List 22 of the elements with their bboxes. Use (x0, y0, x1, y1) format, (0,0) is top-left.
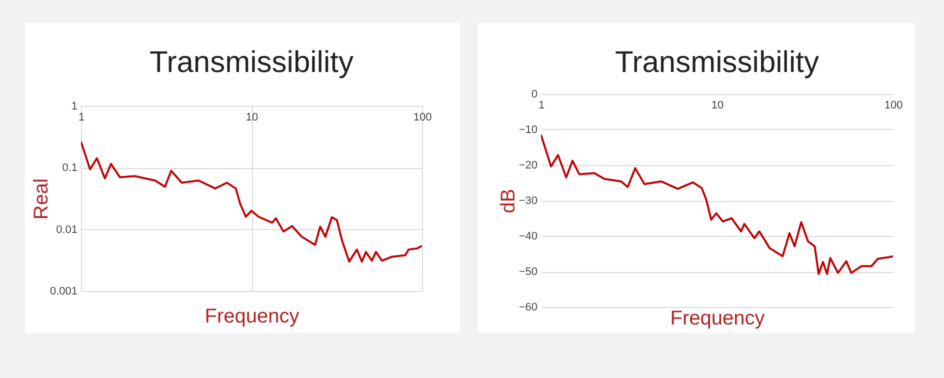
x-tick-label: 10 (711, 100, 724, 112)
y-axis-title: dB (498, 188, 520, 214)
x-tick-label: 100 (413, 112, 432, 124)
x-tick-label: 1 (538, 100, 545, 112)
chart-title: Transmissibility (615, 46, 819, 79)
y-tick-label: 0.1 (62, 162, 78, 174)
y-tick-label: −10 (518, 124, 538, 136)
y-tick-label: 0 (531, 88, 538, 100)
x-tick-label: 100 (884, 100, 903, 112)
y-tick-label: −20 (518, 160, 538, 172)
y-tick-label: 0.01 (56, 224, 78, 236)
y-tick-label: 0.001 (50, 286, 78, 298)
chart-title: Transmissibility (150, 46, 354, 79)
x-tick-label: 10 (246, 112, 258, 124)
y-axis-title: Real (30, 178, 52, 220)
y-tick-label: −60 (518, 302, 538, 314)
y-tick-label: −40 (518, 230, 538, 242)
y-tick-label: −30 (518, 195, 538, 207)
x-tick-label: 1 (78, 112, 85, 124)
x-axis-title: Frequency (204, 306, 300, 328)
x-axis-title: Frequency (670, 308, 765, 330)
y-tick-label: −50 (518, 266, 538, 278)
